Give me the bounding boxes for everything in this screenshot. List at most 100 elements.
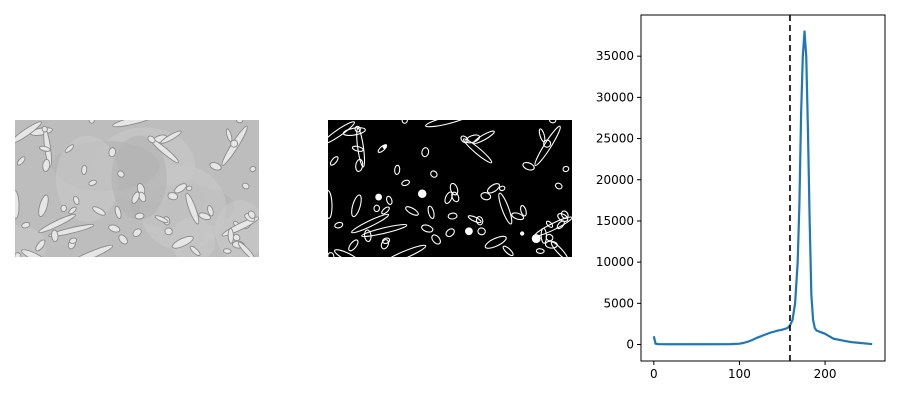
cell-binary	[351, 194, 362, 218]
cell-gray	[154, 215, 169, 224]
background-blotch	[55, 135, 120, 222]
cell-binary	[545, 220, 554, 228]
cell-binary	[334, 221, 344, 229]
cell-gray	[134, 212, 145, 220]
cell-binary	[498, 192, 513, 225]
y-tick-label: 15000	[596, 214, 634, 228]
cell-binary	[540, 227, 548, 244]
cell-gray	[69, 244, 114, 257]
cell-gray	[38, 194, 49, 218]
cell-gray	[242, 182, 250, 190]
cell-gray	[160, 130, 182, 144]
cell-binary	[381, 244, 427, 257]
y-tick-label: 10000	[596, 255, 634, 269]
cell-gray	[16, 156, 26, 166]
cell-binary	[430, 170, 438, 178]
binary-blob	[531, 234, 541, 244]
cell-binary	[511, 212, 525, 221]
cell-binary	[545, 233, 554, 242]
cell-gray	[174, 183, 187, 194]
cell-binary	[421, 224, 434, 233]
cell-binary	[381, 206, 390, 215]
binary-blob	[382, 144, 387, 149]
histogram-chart: 0 100 200 0 5000 10000 15000 20000 25000 30000 350…	[596, 14, 886, 381]
cell-gray	[42, 158, 51, 172]
x-tick-label: 0	[650, 367, 658, 381]
cell-binary	[520, 204, 527, 217]
cell-binary	[380, 239, 390, 250]
grayscale-microscopy-image	[15, 120, 259, 257]
cell-gray	[64, 144, 75, 153]
y-tick-label: 25000	[596, 132, 634, 146]
background-blotch	[111, 135, 167, 221]
cell-gray	[207, 205, 214, 217]
cell-binary	[373, 204, 381, 213]
cell-gray	[21, 221, 31, 229]
x-tick-label: 200	[814, 367, 837, 381]
binary-blob	[417, 189, 427, 198]
cell-gray	[51, 229, 59, 242]
cell-binary	[425, 120, 470, 128]
cell-gray	[48, 224, 95, 237]
cell-binary	[549, 120, 557, 124]
cell-gray	[247, 210, 256, 219]
chart-series	[652, 15, 873, 361]
cell-binary	[473, 130, 495, 144]
grayscale-cells-drawing	[15, 120, 259, 257]
cell-binary	[356, 127, 366, 168]
binary-cells-drawing	[328, 120, 572, 257]
cell-gray	[69, 237, 78, 244]
cell-binary	[351, 213, 390, 234]
cell-gray	[222, 248, 232, 254]
y-tick-label: 20000	[596, 173, 634, 187]
cell-gray	[81, 164, 88, 175]
binary-blob	[375, 193, 382, 201]
cell-binary	[348, 239, 359, 252]
cell-binary	[363, 229, 372, 243]
cell-gray	[237, 241, 256, 257]
cell-binary	[355, 158, 364, 173]
cell-gray	[15, 121, 42, 145]
cell-gray	[68, 206, 77, 215]
cell-binary	[462, 138, 493, 164]
cell-binary	[498, 185, 506, 192]
cell-gray	[185, 192, 200, 225]
cell-gray	[167, 192, 179, 201]
cell-binary	[480, 192, 492, 201]
cell-binary	[328, 252, 335, 257]
cell-gray	[118, 234, 128, 245]
y-tick-label: 35000	[596, 49, 634, 63]
cell-gray	[227, 227, 234, 244]
cell-gray	[171, 235, 194, 249]
cell-gray	[92, 206, 106, 216]
x-tick-label: 100	[728, 367, 751, 381]
cell-gray	[114, 205, 122, 219]
cell-gray	[88, 179, 97, 186]
cell-gray	[209, 162, 222, 171]
cell-binary	[535, 248, 545, 254]
cell-gray	[41, 125, 48, 133]
cell-gray	[21, 249, 47, 257]
cell-gray	[38, 145, 51, 152]
cell-gray	[15, 190, 20, 219]
cell-gray	[249, 165, 257, 173]
cell-gray	[236, 120, 244, 124]
cell-binary	[401, 120, 408, 124]
cell-gray	[186, 185, 193, 192]
cell-binary	[522, 162, 535, 171]
plot-frame	[640, 14, 886, 362]
cell-binary	[538, 128, 546, 143]
cell-binary	[361, 224, 408, 238]
cell-binary	[467, 215, 482, 224]
cell-binary	[447, 212, 458, 220]
cell-binary	[444, 191, 453, 204]
cell-binary	[329, 156, 339, 166]
cell-gray	[88, 120, 95, 124]
cell-binary	[475, 216, 484, 226]
cell-binary	[554, 182, 563, 190]
cell-binary	[534, 125, 561, 166]
cell-binary	[401, 179, 410, 187]
cell-gray	[230, 139, 239, 148]
cell-binary	[477, 227, 486, 236]
cell-binary	[460, 135, 469, 144]
